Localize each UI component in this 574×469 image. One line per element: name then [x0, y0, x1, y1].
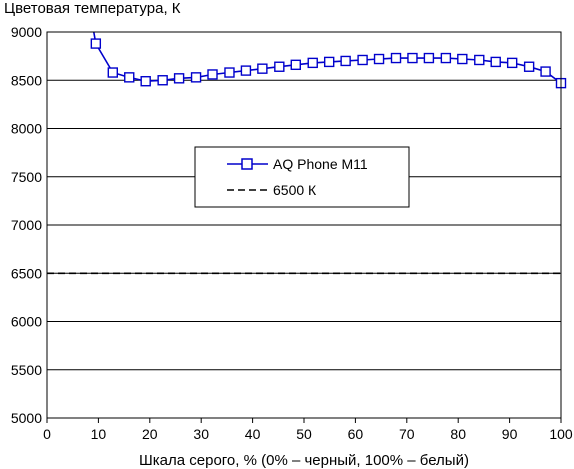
x-tick-label-40: 40	[245, 426, 261, 442]
data-point-aq-phone-m11-8	[207, 69, 218, 80]
y-tick-label-9000: 9000	[11, 24, 42, 40]
data-point-aq-phone-m11-20	[407, 52, 418, 64]
data-point-aq-phone-m11-28	[540, 66, 551, 77]
data-point-aq-phone-m11-19	[390, 52, 402, 64]
data-point-aq-phone-m11-10	[240, 65, 252, 76]
data-point-aq-phone-m11-15	[323, 56, 335, 68]
data-point-aq-phone-m11-17	[357, 54, 368, 66]
y-tick-label-8500: 8500	[11, 72, 42, 88]
axis-ticks: 5000 5500 6000 6500 7000 7500 8000 8500 9000 0 10 2…	[11, 24, 573, 442]
data-point-aq-phone-m11-25	[490, 56, 501, 68]
x-tick-label-50: 50	[296, 426, 312, 442]
x-tick-label-90: 90	[502, 426, 518, 442]
y-tick-label-7500: 7500	[11, 169, 42, 185]
data-point-aq-phone-m11-22	[440, 52, 452, 64]
data-point-aq-phone-m11-24	[474, 54, 485, 66]
data-point-aq-phone-m11-13	[290, 59, 301, 71]
legend-box	[194, 146, 410, 208]
data-point-aq-phone-m11-1	[90, 38, 102, 49]
data-point-aq-phone-m11-5	[157, 75, 168, 86]
y-axis-title: Цветовая температура, К	[4, 0, 181, 17]
data-point-aq-phone-m11-12	[274, 61, 285, 72]
data-point-aq-phone-m11-11	[257, 63, 268, 74]
y-tick-label-6000: 6000	[11, 314, 42, 330]
data-point-aq-phone-m11-21	[423, 52, 435, 64]
x-tick-label-0: 0	[43, 426, 51, 442]
y-tick-label-5000: 5000	[11, 410, 42, 426]
data-point-aq-phone-m11-9	[224, 67, 235, 78]
legend: AQ Phone M11 6500 К	[194, 146, 410, 208]
x-tick-label-100: 100	[549, 426, 573, 442]
x-tick-label-30: 30	[193, 426, 209, 442]
data-point-aq-phone-m11-3	[124, 72, 135, 83]
data-point-aq-phone-m11-14	[307, 57, 318, 69]
x-tick-label-80: 80	[450, 426, 466, 442]
y-tick-label-5500: 5500	[11, 362, 42, 378]
legend-label-aq-phone: AQ Phone M11	[273, 156, 368, 172]
series-layer	[47, 32, 567, 275]
y-tick-label-6500: 6500	[11, 265, 42, 281]
data-point-aq-phone-m11-4	[140, 76, 151, 87]
data-point-aq-phone-m11-6	[173, 73, 185, 84]
data-point-aq-phone-m11-18	[373, 53, 385, 65]
legend-marker-aq-phone	[241, 158, 253, 170]
data-point-aq-phone-m11-23	[457, 53, 468, 65]
x-tick-label-10: 10	[91, 426, 107, 442]
data-point-aq-phone-m11-16	[340, 55, 351, 67]
x-axis-title: Шкала серого, % (0% – черный, 100% – бел…	[139, 452, 469, 469]
x-tick-label-60: 60	[348, 426, 364, 442]
y-tick-label-7000: 7000	[11, 217, 42, 233]
x-tick-label-70: 70	[399, 426, 415, 442]
x-tick-label-20: 20	[142, 426, 158, 442]
data-point-aq-phone-m11-26	[506, 57, 518, 69]
data-point-aq-phone-m11-2	[107, 67, 118, 78]
data-point-aq-phone-m11-7	[190, 72, 202, 83]
data-point-aq-phone-m11-27	[523, 61, 535, 72]
y-tick-label-8000: 8000	[11, 121, 42, 137]
legend-label-6500k: 6500 К	[273, 182, 317, 198]
